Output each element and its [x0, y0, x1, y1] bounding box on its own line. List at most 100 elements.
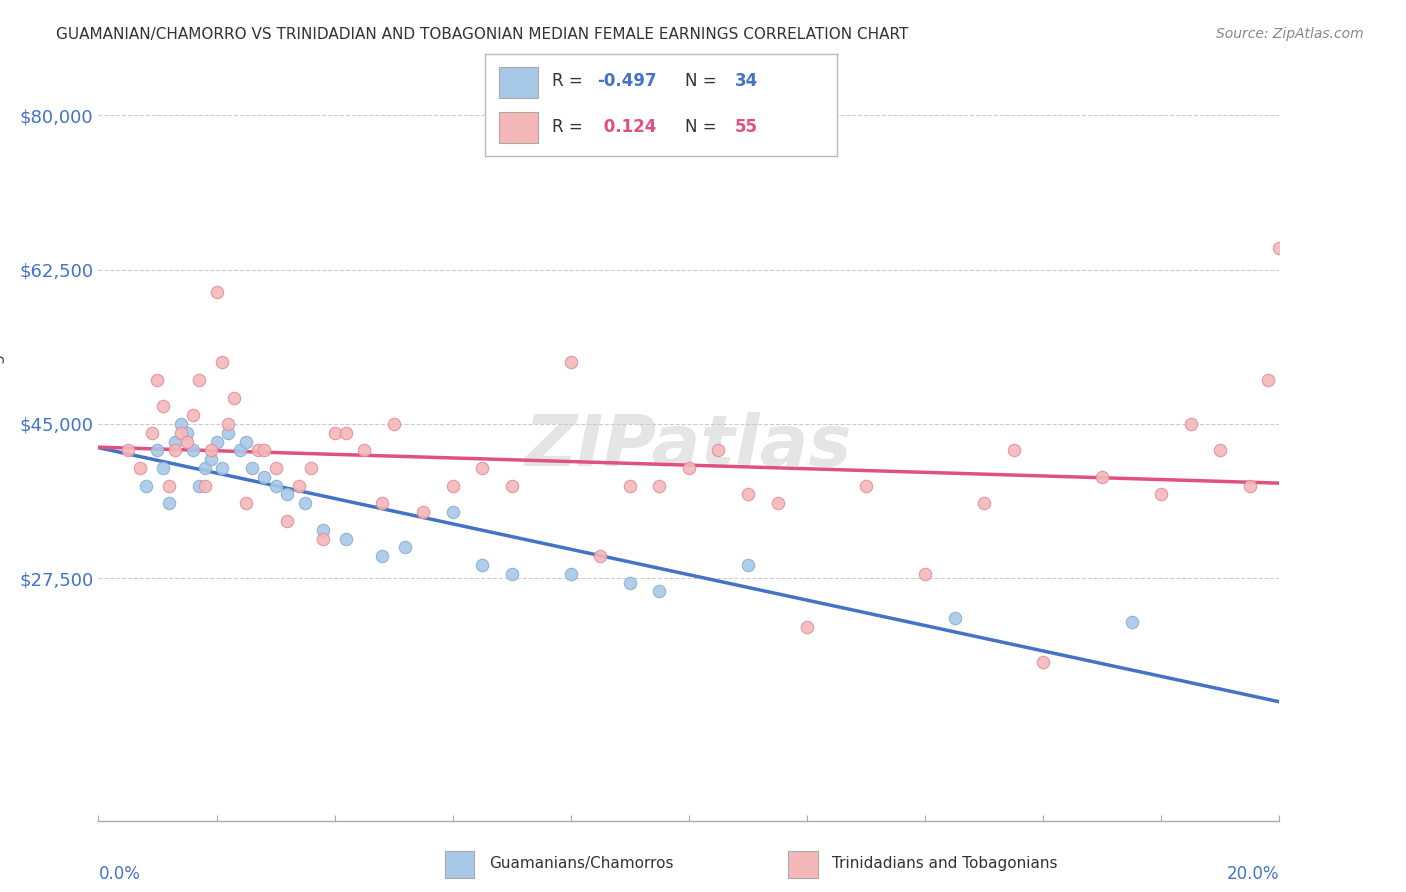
Point — [187, 478, 209, 492]
Text: 55: 55 — [734, 119, 758, 136]
Text: 0.0%: 0.0% — [98, 865, 141, 883]
Point — [152, 461, 174, 475]
FancyBboxPatch shape — [499, 112, 537, 143]
Text: 0.124: 0.124 — [598, 119, 657, 136]
Y-axis label: Median Female Earnings: Median Female Earnings — [0, 344, 6, 548]
Point — [619, 478, 641, 492]
Point — [766, 496, 789, 510]
Point — [973, 496, 995, 510]
Point — [1257, 373, 1279, 387]
Point — [146, 443, 169, 458]
Text: 20.0%: 20.0% — [1227, 865, 1279, 883]
Point — [117, 443, 139, 458]
Point — [1150, 487, 1173, 501]
Point — [648, 584, 671, 599]
Point — [157, 496, 180, 510]
Point — [224, 391, 246, 405]
Point — [943, 611, 966, 625]
Point — [1002, 443, 1025, 458]
Point — [382, 417, 405, 431]
Point — [1121, 615, 1143, 630]
Point — [1032, 655, 1054, 669]
Point — [276, 487, 298, 501]
Point — [323, 425, 346, 440]
Point — [253, 443, 276, 458]
Text: Source: ZipAtlas.com: Source: ZipAtlas.com — [1216, 27, 1364, 41]
Point — [253, 470, 276, 484]
Point — [648, 478, 671, 492]
Point — [737, 558, 759, 572]
Point — [187, 373, 209, 387]
Text: ZIPatlas: ZIPatlas — [526, 411, 852, 481]
FancyBboxPatch shape — [499, 67, 537, 97]
Point — [1180, 417, 1202, 431]
Point — [678, 461, 700, 475]
Point — [229, 443, 252, 458]
Point — [1209, 443, 1232, 458]
Point — [165, 434, 187, 449]
Point — [235, 496, 257, 510]
Point — [128, 461, 150, 475]
Point — [181, 443, 204, 458]
Point — [589, 549, 612, 564]
Point — [176, 425, 198, 440]
Point — [560, 355, 582, 369]
Text: GUAMANIAN/CHAMORRO VS TRINIDADIAN AND TOBAGONIAN MEDIAN FEMALE EARNINGS CORRELAT: GUAMANIAN/CHAMORRO VS TRINIDADIAN AND TO… — [56, 27, 908, 42]
Point — [441, 478, 464, 492]
Point — [194, 461, 217, 475]
Point — [501, 566, 523, 581]
Point — [1239, 478, 1261, 492]
Point — [194, 478, 217, 492]
Point — [211, 355, 233, 369]
Text: Trinidadians and Tobagonians: Trinidadians and Tobagonians — [832, 855, 1057, 871]
Point — [441, 505, 464, 519]
Point — [335, 425, 357, 440]
Point — [501, 478, 523, 492]
Point — [240, 461, 263, 475]
Point — [217, 417, 239, 431]
Point — [246, 443, 269, 458]
Point — [141, 425, 163, 440]
Point — [146, 373, 169, 387]
Point — [288, 478, 311, 492]
Point — [276, 514, 298, 528]
Point — [200, 443, 222, 458]
Point — [235, 434, 257, 449]
Point — [394, 541, 416, 555]
Point — [299, 461, 322, 475]
Point — [619, 575, 641, 590]
Point — [560, 566, 582, 581]
Point — [371, 496, 394, 510]
Point — [796, 620, 818, 634]
Point — [294, 496, 316, 510]
Point — [205, 285, 228, 299]
Text: -0.497: -0.497 — [598, 72, 657, 90]
Point — [1268, 241, 1291, 255]
FancyBboxPatch shape — [444, 851, 474, 878]
Point — [211, 461, 233, 475]
Point — [855, 478, 877, 492]
Point — [312, 523, 335, 537]
Point — [170, 417, 193, 431]
Text: Guamanians/Chamorros: Guamanians/Chamorros — [489, 855, 673, 871]
Point — [205, 434, 228, 449]
Point — [176, 434, 198, 449]
Point — [165, 443, 187, 458]
Point — [914, 566, 936, 581]
Point — [1091, 470, 1114, 484]
FancyBboxPatch shape — [789, 851, 818, 878]
Point — [412, 505, 434, 519]
Point — [335, 532, 357, 546]
Point — [371, 549, 394, 564]
Point — [264, 478, 287, 492]
Text: R =: R = — [551, 119, 588, 136]
Point — [471, 558, 494, 572]
Point — [152, 400, 174, 414]
Point — [471, 461, 494, 475]
Point — [264, 461, 287, 475]
Point — [737, 487, 759, 501]
Point — [181, 408, 204, 422]
Text: N =: N = — [686, 119, 723, 136]
Text: 34: 34 — [734, 72, 758, 90]
Text: N =: N = — [686, 72, 723, 90]
